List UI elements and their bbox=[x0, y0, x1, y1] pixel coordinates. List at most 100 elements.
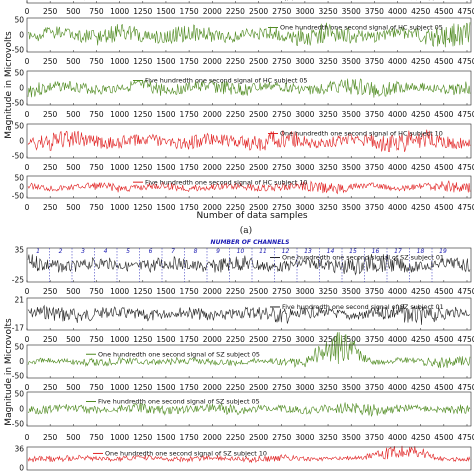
channel-number: 19 bbox=[439, 248, 447, 255]
x-tick-label: 3000 bbox=[295, 57, 314, 66]
x-tick-label: 2750 bbox=[272, 335, 291, 344]
x-tick-label: 2250 bbox=[226, 287, 245, 296]
x-tick-label: 1500 bbox=[156, 57, 175, 66]
x-tick-label: 1250 bbox=[133, 163, 152, 172]
x-tick-label: 3000 bbox=[295, 203, 314, 212]
y-tick-label: 50 bbox=[14, 390, 24, 399]
x-tick-label: 4250 bbox=[411, 57, 430, 66]
x-tick-label: 2750 bbox=[272, 57, 291, 66]
channel-number: 16 bbox=[372, 248, 380, 255]
x-tick-label: 3750 bbox=[365, 433, 384, 442]
x-tick-label: 1500 bbox=[156, 287, 175, 296]
x-tick-label: 250 bbox=[43, 383, 58, 392]
y-tick-label: -25 bbox=[12, 276, 24, 285]
signal-trace bbox=[27, 22, 471, 48]
x-tick-label: 3500 bbox=[342, 383, 361, 392]
x-tick-label: 2000 bbox=[203, 163, 222, 172]
x-tick-label: 3750 bbox=[365, 7, 384, 16]
x-tick-label: 2250 bbox=[226, 110, 245, 119]
x-tick-label: 2500 bbox=[249, 110, 268, 119]
x-tick-label: 4250 bbox=[411, 335, 430, 344]
channel-number: 1 bbox=[36, 248, 40, 255]
x-tick-label: 1500 bbox=[156, 110, 175, 119]
x-tick-label: 3000 bbox=[295, 7, 314, 16]
y-tick-label: 0 bbox=[19, 84, 24, 93]
x-tick-label: 250 bbox=[43, 57, 58, 66]
x-tick-label: 4750 bbox=[457, 57, 474, 66]
x-tick-label: 3000 bbox=[295, 287, 314, 296]
legend-label: One hundredth one second signal of HC su… bbox=[280, 130, 443, 138]
panel-frame bbox=[26, 344, 472, 379]
x-tick-label: 4250 bbox=[411, 383, 430, 392]
x-tick-label: 500 bbox=[66, 163, 81, 172]
x-tick-label: 750 bbox=[89, 383, 104, 392]
x-tick-label: 1000 bbox=[110, 110, 129, 119]
x-tick-label: 500 bbox=[66, 287, 81, 296]
channel-number: 6 bbox=[149, 248, 153, 255]
channel-number: 11 bbox=[259, 248, 267, 255]
panel-frame bbox=[26, 123, 472, 159]
x-tick-label: 1750 bbox=[180, 287, 199, 296]
x-tick-label: 250 bbox=[43, 7, 58, 16]
y-tick-label: 36 bbox=[14, 445, 24, 454]
y-tick-label: 0 bbox=[19, 464, 24, 473]
legend-label: One hundredth one second signal of SZ su… bbox=[282, 254, 444, 262]
panel-top-partial: 0 250 500 750 1000 1250 1500 1750 2000 2250 2500 27… bbox=[25, 0, 474, 16]
x-tick-label: 750 bbox=[89, 433, 104, 442]
x-tick-label: 0 bbox=[25, 7, 30, 16]
y-tick-label: 50 bbox=[14, 69, 24, 78]
x-tick-label: 2750 bbox=[272, 7, 291, 16]
channel-number: 13 bbox=[304, 248, 312, 255]
x-tick-label: 1000 bbox=[110, 287, 129, 296]
panel-frame bbox=[26, 247, 472, 283]
x-tick-label: 4250 bbox=[411, 110, 430, 119]
x-tick-label: 4250 bbox=[411, 203, 430, 212]
x-tick-label: 500 bbox=[66, 203, 81, 212]
x-tick-label: 2500 bbox=[249, 383, 268, 392]
x-tick-label: 500 bbox=[66, 7, 81, 16]
y-tick-label: -50 bbox=[12, 99, 24, 108]
legend-label: Five hundredth one second signal of SZ s… bbox=[282, 303, 444, 311]
x-tick-label: 250 bbox=[43, 335, 58, 344]
x-tick-label: 3250 bbox=[319, 7, 338, 16]
y-tick-label: 50 bbox=[14, 122, 24, 131]
x-tick-label: 4000 bbox=[388, 203, 407, 212]
x-tick-label: 1500 bbox=[156, 383, 175, 392]
x-tick-label: 3000 bbox=[295, 335, 314, 344]
x-tick-label: 4500 bbox=[434, 383, 453, 392]
x-tick-label: 500 bbox=[66, 383, 81, 392]
x-tick-label: 1750 bbox=[180, 203, 199, 212]
y-tick-label: 0 bbox=[19, 137, 24, 146]
x-tick-label: 3750 bbox=[365, 383, 384, 392]
channel-number: 8 bbox=[194, 248, 198, 255]
x-tick-label: 3250 bbox=[319, 163, 338, 172]
x-tick-label: 250 bbox=[43, 287, 58, 296]
signal-trace bbox=[27, 332, 471, 369]
y-tick-label: 0 bbox=[19, 183, 24, 192]
x-tick-label: 4000 bbox=[388, 163, 407, 172]
x-tick-label: 4500 bbox=[434, 203, 453, 212]
panel-frame bbox=[26, 175, 472, 199]
x-tick-label: 3500 bbox=[342, 110, 361, 119]
x-tick-label: 2250 bbox=[226, 335, 245, 344]
x-tick-label: 3750 bbox=[365, 203, 384, 212]
x-tick-label: 4250 bbox=[411, 287, 430, 296]
channel-number: 3 bbox=[81, 248, 85, 255]
x-tick-label: 2500 bbox=[249, 7, 268, 16]
x-tick-label: 1250 bbox=[133, 383, 152, 392]
x-tick-label: 1000 bbox=[110, 203, 129, 212]
figure-caption-a: (a) bbox=[240, 225, 252, 236]
bottom-y-axis-label: Magnitude in Microvolts bbox=[4, 318, 14, 426]
x-tick-label: 3000 bbox=[295, 433, 314, 442]
x-tick-label: 4500 bbox=[434, 335, 453, 344]
channel-number: 14 bbox=[327, 248, 335, 255]
x-tick-label: 4000 bbox=[388, 287, 407, 296]
x-tick-label: 750 bbox=[89, 203, 104, 212]
x-tick-label: 1750 bbox=[180, 110, 199, 119]
x-tick-label: 1000 bbox=[110, 57, 129, 66]
x-tick-label: 1000 bbox=[110, 7, 129, 16]
x-tick-label: 4000 bbox=[388, 57, 407, 66]
channel-number: 7 bbox=[171, 248, 175, 255]
